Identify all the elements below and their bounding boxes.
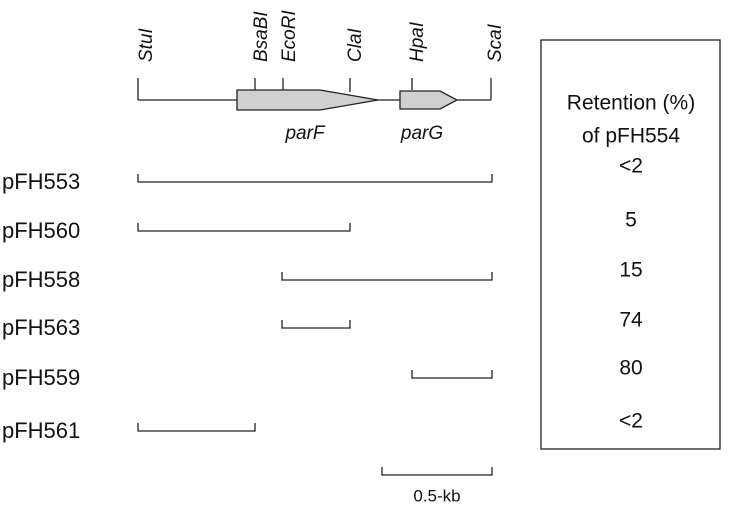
box [540,39,721,450]
fragment [137,423,256,432]
retention-value: 5 [625,209,637,232]
site-label: HpaI [407,21,428,62]
construct-name: pFH563 [2,315,80,340]
site-label: StuI [136,27,157,62]
gene-arrow [236,89,379,111]
gene-label: parG [400,123,443,144]
fragment [281,320,351,329]
scale-line [381,467,493,476]
fragment [137,223,351,232]
site-label: ClaI [345,27,366,62]
site-label: BsaBI [251,11,272,62]
fragment [281,272,493,281]
construct-name: pFH560 [2,218,80,243]
site-labels: StuI BsaBI EcoRI ClaI HpaI ScaI [136,10,506,62]
constructs: pFH553 pFH560 pFH558 pFH563 pFH559 pFH56… [2,169,493,443]
fragment [411,370,493,379]
retention-value: <2 [619,155,643,178]
retention-value: <2 [619,410,643,433]
box-header: of pFH554 [582,125,680,148]
construct-name: pFH561 [2,418,80,443]
gene-label: parF [284,123,325,144]
construct-name: pFH553 [2,169,80,194]
site-label: ScaI [485,23,506,62]
scale-label: 0.5-kb [413,486,460,505]
retention-value: 15 [619,259,642,282]
construct-name: pFH559 [2,365,80,390]
construct-name: pFH558 [2,267,80,292]
box-header: Retention (%) [567,92,695,115]
site-label: EcoRI [279,10,300,62]
retention-value: 80 [619,357,642,380]
fragment [137,174,493,183]
retention-box: Retention (%) of pFH554 <2 5 15 74 80 <2 [540,39,721,450]
map: parF parG [137,78,492,144]
retention-value: 74 [619,309,643,332]
gene-arrow [399,90,459,110]
scale-bar: 0.5-kb [381,467,493,505]
